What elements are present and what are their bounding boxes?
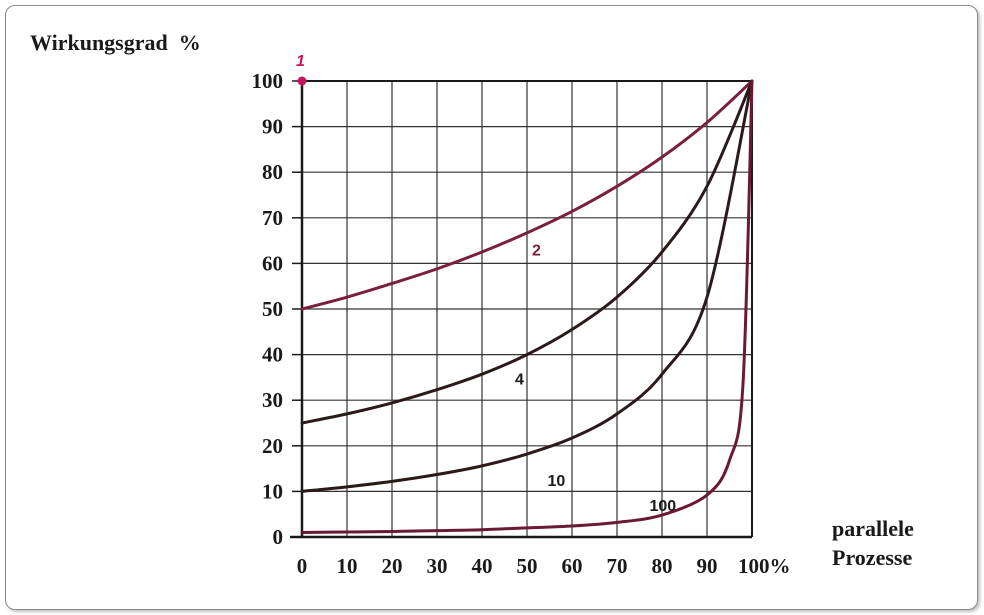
curve-label-1: 1 bbox=[296, 53, 305, 70]
y-tick-label: 20 bbox=[262, 434, 283, 458]
x-tick-label: 30 bbox=[427, 554, 448, 578]
y-tick-label: 10 bbox=[262, 479, 283, 503]
x-axis-label-line2: Prozesse bbox=[832, 545, 913, 570]
curve-labels: 1 2 4 10 100 bbox=[296, 53, 676, 515]
chart-frame bbox=[5, 5, 978, 610]
curve-label-4: 4 bbox=[515, 372, 524, 389]
curve-1-point bbox=[297, 76, 307, 86]
x-tick-label: 10 bbox=[337, 554, 358, 578]
curve-10 bbox=[300, 79, 754, 493]
x-tick-label: 20 bbox=[382, 554, 403, 578]
x-tick-label: 0 bbox=[297, 554, 308, 578]
y-tick-label: 40 bbox=[262, 343, 283, 367]
grid bbox=[302, 81, 752, 537]
y-tick-label: 50 bbox=[262, 297, 283, 321]
y-tick-label: 70 bbox=[262, 206, 283, 230]
y-axis-label: Wirkungsgrad % bbox=[30, 30, 201, 55]
y-tick-label: 100 bbox=[252, 69, 284, 93]
y-tick-label: 60 bbox=[262, 251, 283, 275]
curve-label-10: 10 bbox=[548, 473, 566, 490]
x-tick-label: 80 bbox=[652, 554, 673, 578]
curve-4 bbox=[300, 79, 754, 425]
x-tick-label: 100% bbox=[738, 554, 791, 578]
curve-2 bbox=[300, 79, 754, 311]
x-tick-label: 40 bbox=[472, 554, 493, 578]
x-axis-label-line1: parallele bbox=[832, 516, 914, 541]
x-axis-label: parallele Prozesse bbox=[832, 514, 914, 572]
tick-labels: 0 10 20 30 40 50 60 70 80 90 100 0 10 20 30 40 50 60 70 80 9… bbox=[252, 69, 791, 578]
curve-label-2: 2 bbox=[532, 242, 541, 259]
y-tick-label: 90 bbox=[262, 115, 283, 139]
x-tick-label: 50 bbox=[517, 554, 538, 578]
x-tick-label: 70 bbox=[607, 554, 628, 578]
curve-100 bbox=[300, 79, 754, 534]
y-tick-label: 0 bbox=[273, 525, 284, 549]
y-tick-label: 30 bbox=[262, 388, 283, 412]
x-tick-label: 60 bbox=[562, 554, 583, 578]
curve-label-100: 100 bbox=[650, 498, 677, 515]
y-tick-label: 80 bbox=[262, 160, 283, 184]
x-tick-label: 90 bbox=[697, 554, 718, 578]
curves bbox=[297, 76, 754, 534]
